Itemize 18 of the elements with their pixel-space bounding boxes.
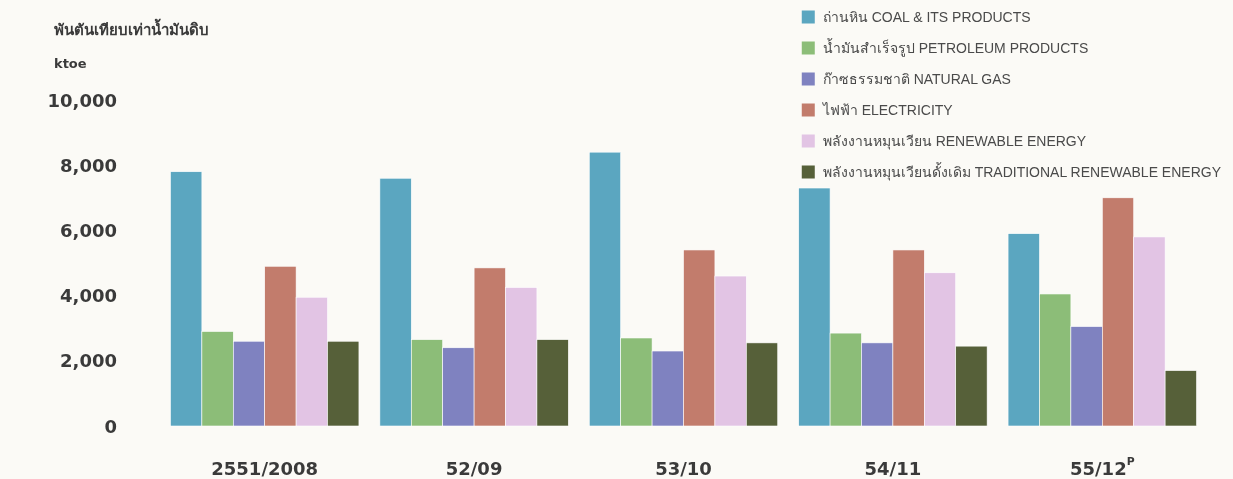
legend-label: ไฟฟ้า ELECTRICITY — [821, 102, 954, 118]
y-tick-label: 0 — [104, 415, 117, 437]
y-tick-label: 2,000 — [60, 350, 117, 372]
legend-label: พลังงานหมุนเวียน RENEWABLE ENERGY — [822, 133, 1087, 150]
x-tick-label: 52/09 — [445, 457, 503, 479]
y-axis-title: พันตันเทียบเท่าน้ำมันดิบ ktoe — [54, 18, 209, 71]
y-tick-label: 8,000 — [60, 154, 117, 176]
x-tick-label: 2551/2008 — [211, 457, 319, 479]
legend-label: พลังงานหมุนเวียนดั้งเดิม TRADITIONAL RENEWABLE ENERGY — [822, 162, 1222, 181]
y-tick-label: 10,000 — [47, 89, 117, 111]
y-tick-label: 4,000 — [60, 285, 117, 307]
x-tick-label: 53/10 — [655, 457, 712, 479]
legend-label: ก๊าซธรรมชาติ NATURAL GAS — [822, 71, 1011, 87]
legend-label: น้ำมันสำเร็จรูป PETROLEUM PRODUCTS — [822, 38, 1089, 57]
x-tick-label: 55/12$^{P}$ — [1070, 455, 1135, 479]
x-tick-label: 54/11 — [864, 457, 922, 479]
legend-label: ถ่านหิน COAL & ITS PRODUCTS — [822, 9, 1031, 25]
y-tick-label: 6,000 — [60, 219, 117, 241]
